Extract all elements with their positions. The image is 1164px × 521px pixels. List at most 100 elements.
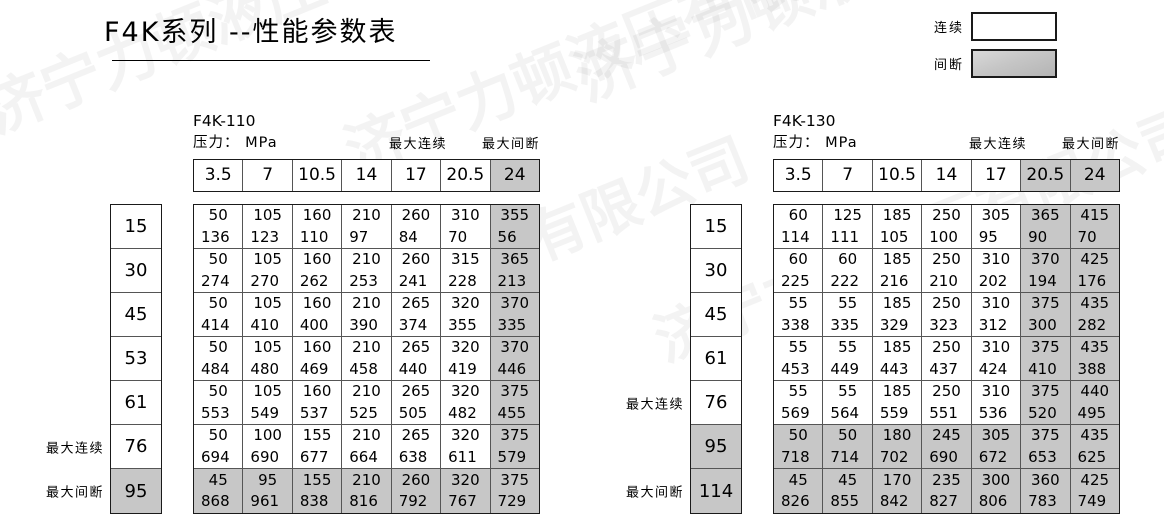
data-cell: 55 453 [774, 337, 824, 380]
cell-top-value: 320 [451, 470, 480, 489]
data-cell: 375 300 [1021, 293, 1071, 336]
cell-bottom-value: 312 [978, 315, 1008, 334]
cell-top-value: 250 [932, 382, 961, 401]
flow-value: 45 [704, 304, 728, 325]
table-row: 55 453 55 449 185 443 250 437 310 424 375 410 435 388 [774, 337, 1119, 381]
cell-top-value: 435 [1080, 294, 1110, 313]
data-cell: 105 123 [243, 205, 293, 248]
cell-bottom-value: 440 [398, 359, 428, 378]
data-cell: 100 690 [243, 425, 293, 468]
data-cell: 105 549 [243, 381, 293, 424]
cell-top-value: 370 [1031, 250, 1060, 269]
cell-top-value: 50 [838, 426, 858, 445]
flow-value: 30 [124, 260, 148, 281]
table-row: 50 414 105 410 160 400 210 390 265 374 320 355 370 33… [194, 293, 539, 337]
cell-bottom-value: 702 [879, 447, 909, 466]
table-row: 60 225 60 222 185 216 250 210 310 202 370 194 425 176 [774, 249, 1119, 293]
row-annotation: 最大连续 [625, 397, 684, 412]
data-cell: 310 312 [971, 293, 1022, 336]
cell-bottom-value: 424 [978, 359, 1008, 378]
cell-bottom-value: 400 [299, 315, 329, 334]
cell-top-value: 235 [932, 470, 961, 489]
data-cell: 160 537 [292, 381, 343, 424]
cell-top-value: 260 [401, 250, 431, 269]
flow-row-label-column: 15 30 45 61 最大连续 76 95 最大间断 114 [626, 204, 742, 514]
model-name: F4K-110 [193, 112, 256, 130]
cell-top-value: 320 [451, 426, 480, 445]
data-cell: 160 400 [292, 293, 343, 336]
cell-bottom-value: 664 [349, 447, 378, 466]
flow-row-label: 30 [111, 249, 161, 293]
data-cell: 310 202 [971, 249, 1022, 292]
cell-bottom-value: 569 [781, 403, 810, 422]
flow-value: 95 [124, 480, 148, 502]
cell-top-value: 305 [981, 206, 1011, 225]
data-cell: 310 70 [441, 205, 491, 248]
cell-bottom-value: 469 [299, 359, 329, 378]
data-cell: 375 653 [1021, 425, 1071, 468]
cell-top-value: 210 [352, 206, 381, 225]
data-cell: 415 70 [1070, 205, 1119, 248]
cell-bottom-value: 653 [1028, 447, 1057, 466]
cell-top-value: 50 [788, 426, 808, 445]
table-row: 50 136 105 123 160 110 210 97 260 84 310 70 355 56 [194, 205, 539, 249]
cell-top-value: 310 [981, 382, 1011, 401]
cell-top-value: 50 [208, 250, 228, 269]
table-row: 50 694 100 690 155 677 210 664 265 638 320 611 375 57… [194, 425, 539, 469]
legend-label-intermittent: 间断 [933, 58, 964, 73]
legend-swatch-continuous [971, 12, 1057, 41]
cell-top-value: 260 [401, 470, 431, 489]
data-cell: 45 855 [823, 469, 873, 513]
cell-bottom-value: 437 [929, 359, 958, 378]
cell-top-value: 320 [451, 382, 480, 401]
cell-bottom-value: 282 [1077, 315, 1107, 334]
label-grid-gap [742, 204, 773, 514]
table-row: 50 718 50 714 180 702 245 690 305 672 375 653 435 625 [774, 425, 1119, 469]
cell-top-value: 375 [500, 382, 530, 401]
cell-bottom-value: 842 [879, 492, 909, 510]
cell-top-value: 155 [302, 426, 332, 445]
data-cell: 370 446 [490, 337, 539, 380]
table-row: 45 868 95 961 155 838 210 816 260 792 320 767 375 729 [194, 469, 539, 513]
cell-top-value: 55 [838, 338, 858, 357]
data-cell: 185 216 [872, 249, 923, 292]
data-cell: 310 424 [971, 337, 1022, 380]
cell-top-value: 250 [932, 294, 961, 313]
pressure-unit-label: 压力： MPa [773, 135, 858, 151]
table-row: 55 569 55 564 185 559 250 551 310 536 375 520 440 495 [774, 381, 1119, 425]
data-cell: 210 525 [342, 381, 392, 424]
cell-top-value: 105 [253, 338, 282, 357]
data-cell: 440 495 [1070, 381, 1119, 424]
cell-top-value: 355 [500, 206, 530, 225]
cell-bottom-value: 690 [250, 447, 280, 466]
cell-bottom-value: 70 [448, 227, 468, 246]
cell-bottom-value: 482 [448, 403, 477, 422]
cell-bottom-value: 419 [448, 359, 477, 378]
cell-top-value: 370 [500, 338, 530, 357]
pressure-column-header: 10.5 [872, 160, 923, 191]
flow-row-label: 45 [691, 293, 741, 337]
pressure-column-header: 3.5 [194, 160, 244, 191]
cell-top-value: 160 [302, 206, 332, 225]
cell-top-value: 300 [981, 470, 1011, 489]
cell-bottom-value: 241 [398, 271, 428, 290]
flow-value: 114 [698, 480, 734, 502]
data-cell: 360 783 [1021, 469, 1071, 513]
data-cell: 210 458 [342, 337, 392, 380]
data-cell: 210 664 [342, 425, 392, 468]
data-cell: 95 961 [243, 469, 293, 513]
data-cell: 250 210 [922, 249, 972, 292]
data-cell: 55 335 [823, 293, 873, 336]
cell-top-value: 425 [1080, 470, 1110, 489]
cell-top-value: 55 [838, 382, 858, 401]
cell-bottom-value: 90 [1028, 227, 1048, 246]
cell-bottom-value: 374 [398, 315, 428, 334]
cell-bottom-value: 194 [1028, 271, 1057, 290]
cell-top-value: 375 [500, 426, 530, 445]
table-row: 50 484 105 480 160 469 210 458 265 440 320 419 370 44… [194, 337, 539, 381]
flow-row-label: 61 [111, 381, 161, 425]
data-cell: 315 228 [441, 249, 491, 292]
cell-bottom-value: 549 [250, 403, 280, 422]
table-header-meta: F4K-110 压力： MPa 最大连续 最大间断 [193, 112, 540, 159]
data-cell: 320 767 [441, 469, 491, 513]
